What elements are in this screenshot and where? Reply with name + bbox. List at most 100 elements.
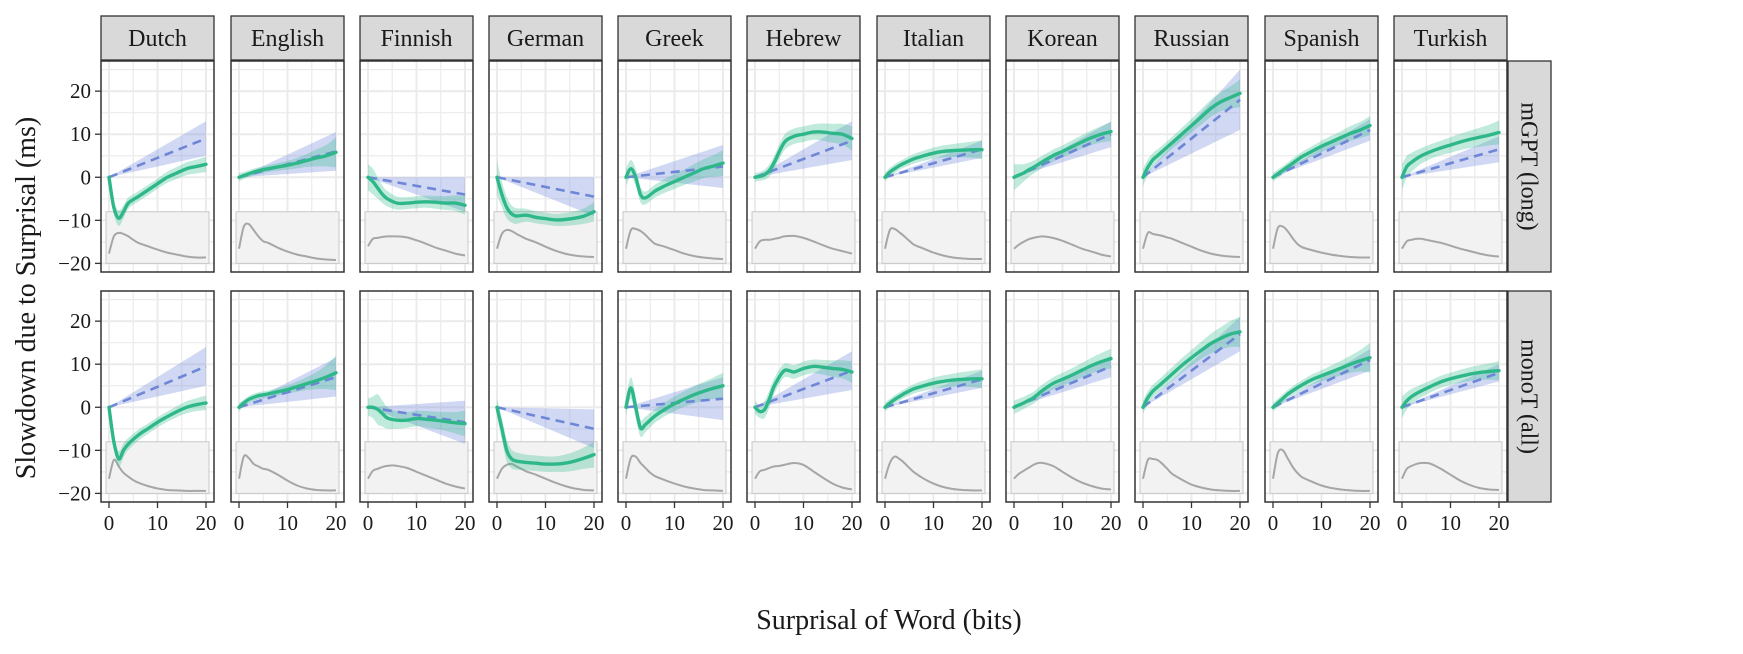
facet-strip-box xyxy=(746,15,861,61)
x-tick-label: 0 xyxy=(492,511,503,535)
nonlinear-fit-curve xyxy=(883,147,984,179)
density-inset-box xyxy=(1139,211,1244,264)
row-strip-box xyxy=(1507,290,1552,503)
facet-strip-hebrew: Hebrew xyxy=(746,15,861,61)
panel-finnish-mgpt xyxy=(359,60,474,273)
linear-confidence-band xyxy=(497,407,594,449)
linear-fit-line xyxy=(884,378,983,409)
x-tick-label: 10 xyxy=(793,511,814,535)
facet-strip-box xyxy=(488,15,603,61)
panel-korean-monot xyxy=(1005,290,1120,503)
x-tick-label: 20 xyxy=(326,511,347,535)
x-tick-label: 10 xyxy=(664,511,685,535)
y-tick-label: 20 xyxy=(70,309,91,333)
density-inset-box xyxy=(881,441,986,494)
linear-fit-line xyxy=(108,137,207,179)
nonlinear-fit-curve xyxy=(1271,356,1372,409)
panel-series xyxy=(366,164,467,215)
density-curve xyxy=(238,222,337,261)
row-strip-box xyxy=(1507,60,1552,273)
density-curve xyxy=(238,454,337,492)
linear-confidence-band xyxy=(755,351,852,408)
y-axis: −20 −10 0 10 20 −20 −10 0 10 20 xyxy=(58,79,101,505)
x-tick-label: 0 xyxy=(363,511,374,535)
nonlinear-fit-curve xyxy=(495,175,596,222)
density-curve xyxy=(1272,224,1371,259)
panel-series xyxy=(237,355,338,412)
panel-series xyxy=(1012,121,1113,191)
facet-strip-label: English xyxy=(251,26,324,52)
nonlinear-fit-curve xyxy=(1012,356,1113,409)
panel-italian-mgpt xyxy=(876,60,991,273)
panel-series xyxy=(624,372,725,438)
density-curve xyxy=(754,234,853,255)
density-inset-box xyxy=(622,211,727,264)
nonlinear-confidence-band xyxy=(497,398,594,472)
x-tick-label: 0 xyxy=(1138,511,1149,535)
linear-fit-line xyxy=(496,405,595,431)
nonlinear-fit-curve xyxy=(1012,129,1113,179)
density-curve xyxy=(884,455,983,492)
linear-fit-line xyxy=(1401,148,1500,179)
linear-confidence-band xyxy=(1273,349,1370,408)
panel-russian-monot xyxy=(1134,290,1249,503)
linear-fit-line xyxy=(1272,128,1371,179)
panel-border xyxy=(100,60,215,273)
row-strip-label: monoT (all) xyxy=(1516,339,1542,454)
density-curve xyxy=(108,458,206,492)
density-inset-box xyxy=(881,211,986,264)
row-strip-mgpt-long: mGPT (long) xyxy=(1507,60,1552,273)
x-tick-label: 20 xyxy=(1360,511,1381,535)
density-curve xyxy=(496,228,595,258)
density-curve xyxy=(1142,231,1241,258)
panel-border xyxy=(1134,60,1249,273)
linear-fit-line xyxy=(1142,333,1241,409)
panel-series xyxy=(753,351,854,419)
facet-strip-box xyxy=(230,15,345,61)
y-tick-label: −10 xyxy=(58,208,91,232)
panel-series xyxy=(1400,361,1501,418)
nonlinear-confidence-band xyxy=(1402,361,1499,418)
facet-strip-box xyxy=(876,15,991,61)
nonlinear-confidence-band xyxy=(109,156,206,226)
y-tick-label: 0 xyxy=(81,165,92,189)
density-inset-box xyxy=(1010,211,1115,264)
density-curve xyxy=(367,235,466,257)
panel-turkish-monot xyxy=(1393,290,1508,503)
x-tick-label: 0 xyxy=(621,511,632,535)
facet-strip-italian: Italian xyxy=(876,15,991,61)
panel-finnish-monot xyxy=(359,290,474,503)
facet-strip-label: Korean xyxy=(1027,26,1098,52)
linear-confidence-band xyxy=(626,144,723,189)
panel-border xyxy=(359,60,474,273)
row-strip-label: mGPT (long) xyxy=(1516,102,1542,230)
linear-fit-line xyxy=(1272,358,1371,409)
nonlinear-fit-curve xyxy=(753,130,854,179)
linear-fit-line xyxy=(108,365,207,409)
facet-strip-box xyxy=(1393,15,1508,61)
x-tick-label: 20 xyxy=(972,511,993,535)
panel-series xyxy=(1141,316,1242,414)
panel-series xyxy=(1141,69,1242,186)
linear-confidence-band xyxy=(1402,364,1499,408)
panel-dutch-mgpt xyxy=(100,60,215,273)
nonlinear-confidence-band xyxy=(497,160,594,227)
nonlinear-fit-curve xyxy=(237,371,338,409)
linear-fit-line xyxy=(238,375,337,409)
nonlinear-fit-curve xyxy=(1141,330,1242,409)
density-inset-box xyxy=(1398,441,1503,494)
facet-strip-label: German xyxy=(507,26,584,52)
facet-strip-label: Spanish xyxy=(1283,26,1359,52)
panel-german-monot xyxy=(488,290,603,503)
x-tick-label: 0 xyxy=(1268,511,1279,535)
facet-strip-finnish: Finnish xyxy=(359,15,474,61)
facet-strip-label: Hebrew xyxy=(766,26,843,52)
panel-series xyxy=(495,398,596,472)
nonlinear-confidence-band xyxy=(1014,348,1111,414)
panel-border xyxy=(746,60,861,273)
facet-strip-german: German xyxy=(488,15,603,61)
facet-strip-spanish: Spanish xyxy=(1264,15,1379,61)
x-tick-label: 0 xyxy=(1397,511,1408,535)
x-tick-label: 0 xyxy=(880,511,891,535)
